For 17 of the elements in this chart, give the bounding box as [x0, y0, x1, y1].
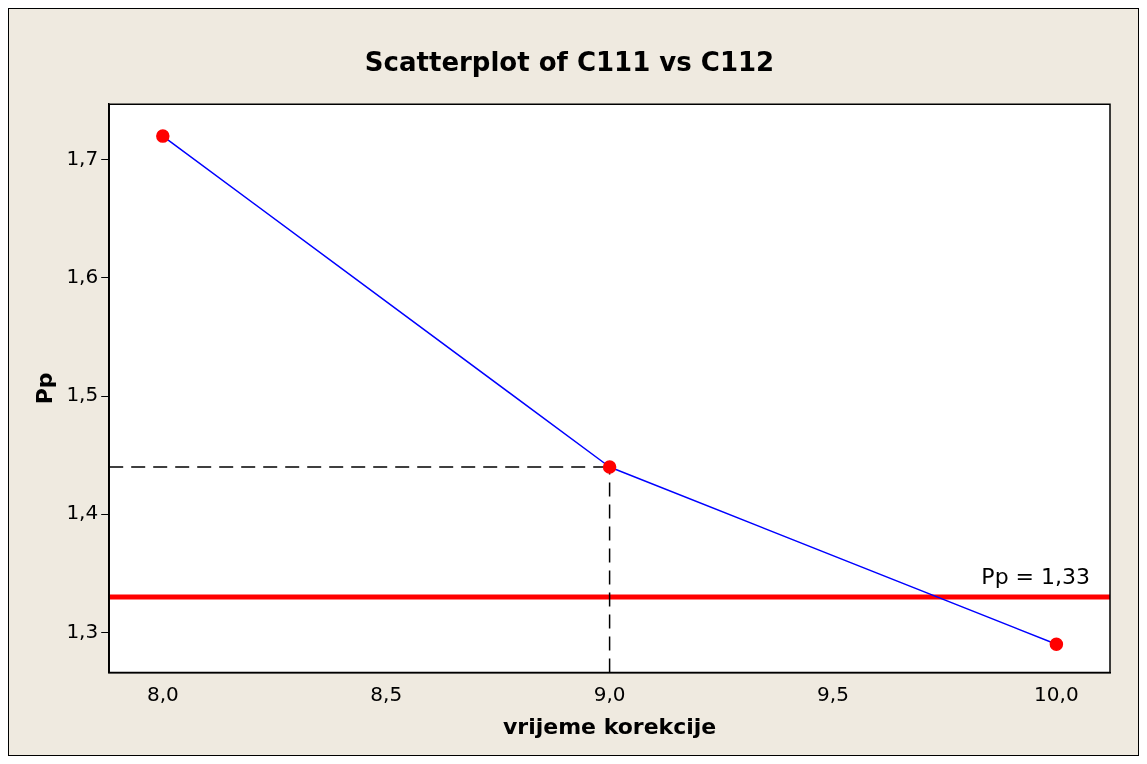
point: [1049, 637, 1064, 651]
chart-title: Scatterplot of C111 vs C112: [364, 47, 775, 78]
x-tick-label: 10,0: [1034, 681, 1079, 706]
ref-line-label: Pp = 1,33: [981, 563, 1090, 589]
point: [602, 460, 617, 474]
y-tick-label: 1,5: [66, 382, 99, 407]
y-tick-label: 1,4: [66, 500, 99, 525]
y-tick-label: 1,7: [66, 145, 99, 170]
x-axis-title: vrijeme korekcije: [502, 713, 717, 739]
x-tick-label: 8,5: [370, 681, 403, 706]
y-tick-label: 1,6: [66, 264, 99, 289]
x-tick-label: 8,0: [146, 681, 179, 706]
y-tick-label: 1,3: [66, 618, 99, 643]
y-axis-title: Pp: [31, 372, 57, 405]
x-tick-label: 9,0: [593, 681, 626, 706]
x-tick-label: 9,5: [817, 681, 849, 706]
point: [156, 129, 170, 143]
